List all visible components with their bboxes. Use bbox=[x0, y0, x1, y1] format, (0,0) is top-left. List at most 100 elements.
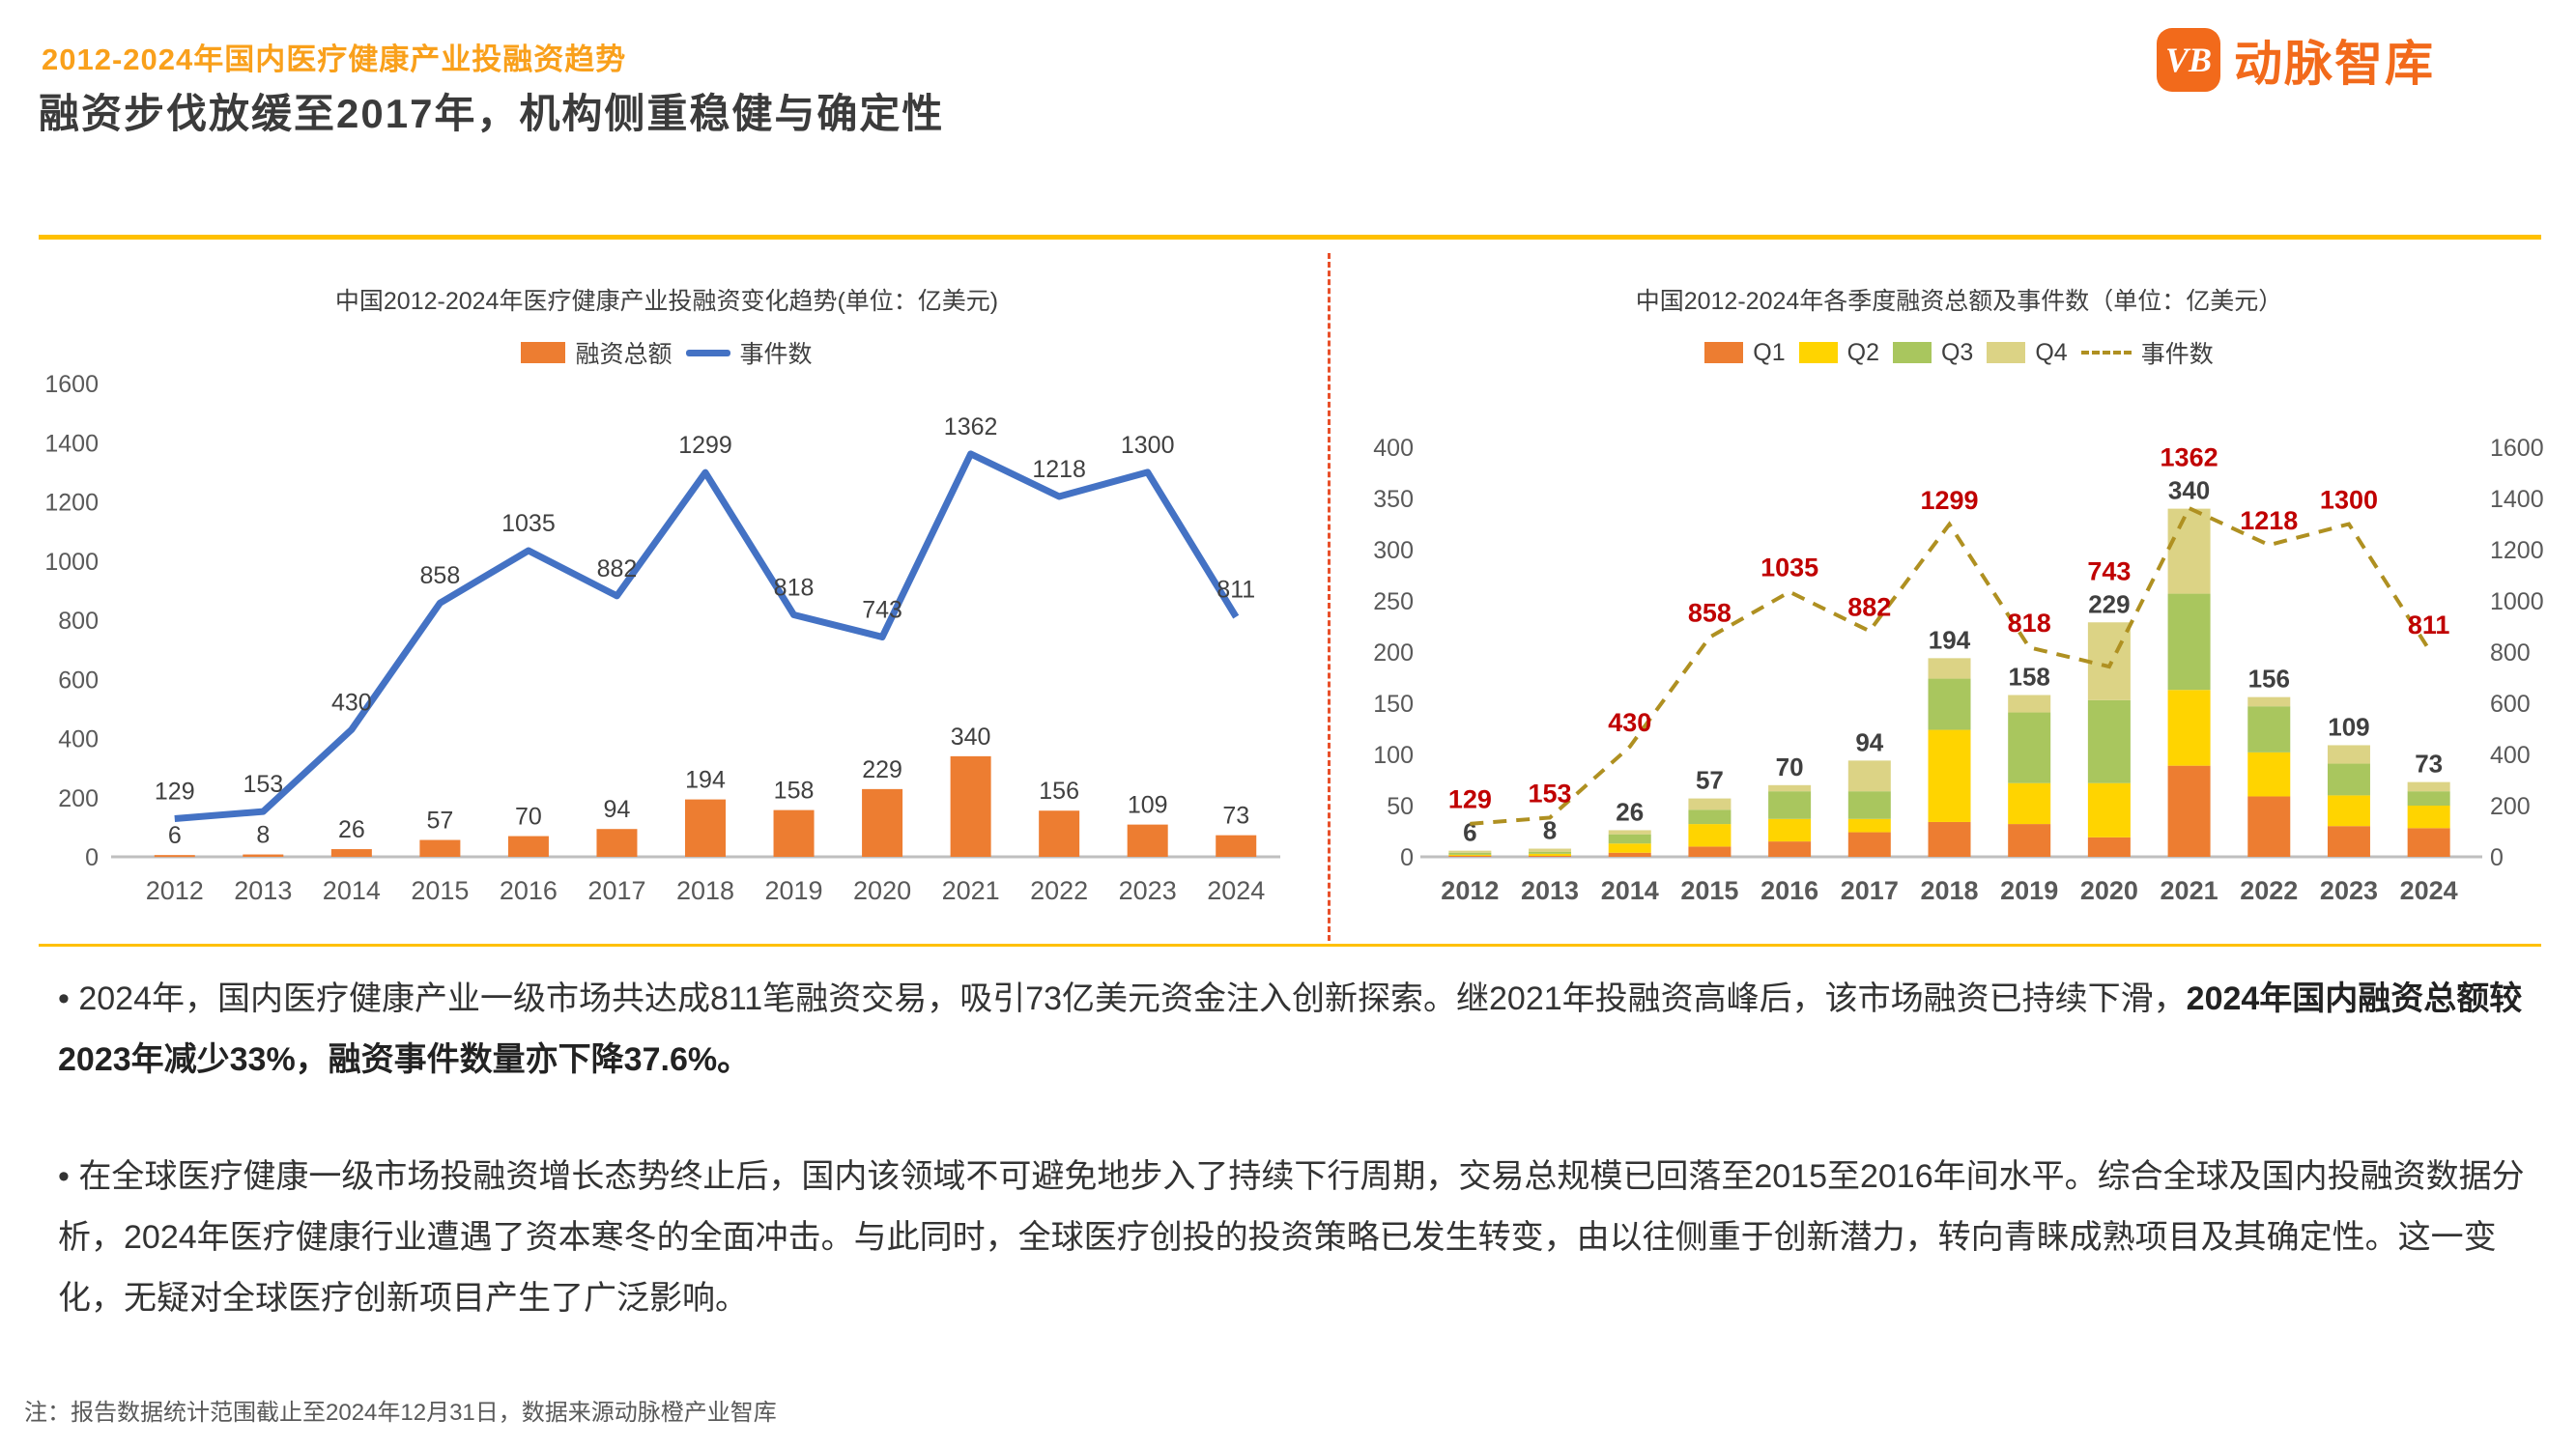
bullet-1-bold-text: 2024年国内融资总额较2023年减少33%，融资事件数量亦下降37.6%。 bbox=[58, 980, 2523, 1078]
events-label: 129 bbox=[1448, 785, 1492, 814]
x-tick: 2021 bbox=[2161, 876, 2218, 905]
x-tick: 2017 bbox=[587, 876, 645, 905]
bar-label: 340 bbox=[951, 724, 991, 751]
q3-segment-2018 bbox=[1928, 678, 1971, 730]
right-chart-legend: Q1 Q2 Q3 Q4 事件数 bbox=[1358, 336, 2561, 369]
x-tick: 2015 bbox=[411, 876, 469, 905]
legend-item-q3: Q3 bbox=[1892, 339, 1973, 367]
line-label: 1362 bbox=[944, 413, 998, 440]
quarterly-chart: 中国2012-2024年各季度融资总额及事件数（单位：亿美元） Q1 Q2 Q3… bbox=[1358, 261, 2561, 929]
x-tick: 2012 bbox=[146, 876, 204, 905]
funding-bar-2022 bbox=[1039, 810, 1080, 857]
q2-segment-2016 bbox=[1768, 818, 1812, 842]
events-label: 1299 bbox=[1920, 486, 1978, 515]
right-y-tick: 1600 bbox=[2490, 435, 2544, 462]
events-label: 818 bbox=[2008, 609, 2051, 638]
y-tick: 1200 bbox=[44, 490, 99, 517]
annual-trend-chart: 中国2012-2024年医疗健康产业投融资变化趋势(单位：亿美元) 融资总额 事… bbox=[39, 261, 1295, 929]
total-label: 156 bbox=[2248, 665, 2290, 694]
events-label: 858 bbox=[1688, 599, 1732, 628]
q3-segment-2023 bbox=[2327, 763, 2370, 796]
q2-segment-2012 bbox=[1448, 854, 1492, 856]
y-tick: 1400 bbox=[44, 430, 99, 457]
y-tick: 600 bbox=[58, 667, 99, 694]
funding-bar-2019 bbox=[773, 809, 815, 857]
q1-segment-2022 bbox=[2247, 796, 2291, 857]
x-tick: 2020 bbox=[853, 876, 911, 905]
brand-logo-name: 动脉智库 bbox=[2234, 37, 2435, 91]
q3-segment-2013 bbox=[1529, 851, 1572, 854]
q4-segment-2015 bbox=[1688, 798, 1732, 810]
q3-segment-2017 bbox=[1847, 791, 1891, 819]
events-line-swatch-icon bbox=[685, 349, 730, 356]
funding-bar-2024 bbox=[1216, 835, 1257, 857]
charts-bottom-divider-line bbox=[39, 944, 2541, 947]
funding-swatch-icon bbox=[521, 342, 566, 363]
legend-item-events: 事件数 bbox=[2080, 335, 2214, 370]
x-tick: 2023 bbox=[1119, 876, 1177, 905]
q3-segment-2016 bbox=[1768, 791, 1812, 819]
q4-swatch-icon bbox=[1987, 342, 2026, 363]
right-y-tick: 600 bbox=[2490, 691, 2531, 718]
line-label: 1299 bbox=[678, 432, 732, 459]
funding-bar-2021 bbox=[950, 755, 991, 857]
line-label: 882 bbox=[597, 555, 638, 582]
events-label: 882 bbox=[1847, 592, 1891, 621]
bar-label: 26 bbox=[338, 816, 365, 843]
q3-segment-2022 bbox=[2247, 706, 2291, 752]
bar-label: 158 bbox=[774, 778, 815, 805]
q1-segment-2021 bbox=[2167, 765, 2211, 857]
line-label: 811 bbox=[1216, 577, 1255, 604]
right-chart-plot: 0 50 100 150 200 250 300 350 400 0 200 400 600 800 100… bbox=[1373, 435, 2544, 905]
events-label: 1218 bbox=[2240, 506, 2298, 535]
q4-segment-2017 bbox=[1847, 760, 1891, 792]
q2-segment-2022 bbox=[2247, 752, 2291, 797]
bar-label: 156 bbox=[1039, 778, 1079, 805]
events-label: 1362 bbox=[2161, 443, 2218, 472]
q1-segment-2012 bbox=[1448, 855, 1492, 857]
right-y-tick: 1000 bbox=[2490, 588, 2544, 615]
left-y-tick: 300 bbox=[1373, 537, 1414, 564]
q3-segment-2015 bbox=[1688, 809, 1732, 825]
bar-label: 70 bbox=[515, 804, 542, 831]
bar-label: 94 bbox=[604, 796, 631, 823]
right-y-tick: 400 bbox=[2490, 742, 2531, 769]
q3-segment-2020 bbox=[2087, 699, 2131, 783]
x-tick: 2015 bbox=[1680, 876, 1738, 905]
q3-swatch-icon bbox=[1892, 342, 1932, 363]
brand-logo: VB 动脉智库 bbox=[2157, 25, 2435, 95]
total-label: 229 bbox=[2088, 589, 2130, 618]
source-note: 注：报告数据统计范围截止至2024年12月31日，数据来源动脉橙产业智库 bbox=[24, 1400, 777, 1426]
q2-segment-2020 bbox=[2087, 782, 2131, 838]
vb-logo-icon: VB bbox=[2157, 28, 2220, 92]
q1-segment-2017 bbox=[1847, 832, 1891, 857]
q4-segment-2021 bbox=[2167, 508, 2211, 594]
funding-bar-2012 bbox=[154, 855, 195, 858]
legend-item-funding: 融资总额 bbox=[521, 335, 673, 370]
events-dash-swatch-icon bbox=[2080, 351, 2132, 355]
left-y-tick: 0 bbox=[1400, 844, 1414, 871]
bar-label: 57 bbox=[426, 808, 453, 835]
line-label: 430 bbox=[331, 689, 372, 716]
left-chart-legend: 融资总额 事件数 bbox=[39, 336, 1295, 369]
line-label: 153 bbox=[243, 771, 283, 798]
line-label: 818 bbox=[774, 574, 815, 601]
q1-segment-2024 bbox=[2407, 828, 2450, 857]
funding-bar-2015 bbox=[419, 839, 461, 857]
q2-segment-2018 bbox=[1928, 729, 1971, 822]
left-y-tick: 350 bbox=[1373, 486, 1414, 513]
y-tick: 200 bbox=[58, 785, 99, 812]
x-tick: 2022 bbox=[2240, 876, 2298, 905]
x-tick: 2016 bbox=[1760, 876, 1818, 905]
slide-title: 融资步伐放缓至2017年，机构侧重稳健与确定性 bbox=[39, 91, 945, 136]
q2-segment-2017 bbox=[1847, 818, 1891, 833]
bar-label: 229 bbox=[862, 756, 902, 783]
x-tick: 2018 bbox=[1920, 876, 1978, 905]
x-tick: 2017 bbox=[1841, 876, 1899, 905]
report-series-title: 2012-2024年国内医疗健康产业投融资趋势 bbox=[42, 43, 627, 76]
q2-segment-2015 bbox=[1688, 824, 1732, 847]
q4-segment-2016 bbox=[1768, 784, 1812, 792]
charts-divider-dashed-line bbox=[1328, 253, 1331, 941]
line-label: 743 bbox=[862, 596, 902, 623]
